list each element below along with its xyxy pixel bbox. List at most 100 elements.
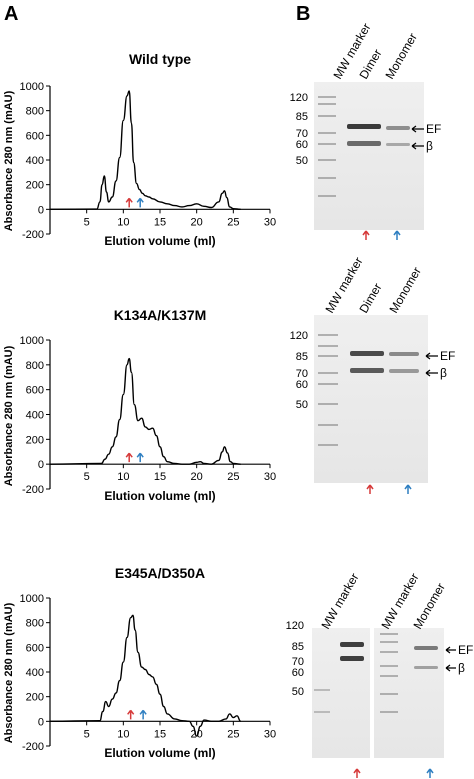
y-tick-label: 800 <box>26 618 44 630</box>
dimer-marker-arrow-icon <box>127 709 135 720</box>
lane-arrows <box>353 768 434 778</box>
y-tick-label: 0 <box>38 716 44 728</box>
x-tick-label: 30 <box>264 216 276 228</box>
chart-k134a-k137m: K134A/K137M Elution volume (ml) Absorban… <box>3 307 276 503</box>
x-tick-label: 10 <box>117 216 129 228</box>
y-tick-label: 600 <box>26 385 44 397</box>
y-tick-label: 0 <box>38 204 44 216</box>
ladder-labels: 120 85 70 60 50 <box>290 92 308 167</box>
ladder-120: 120 <box>286 620 304 632</box>
monomer-beta-band <box>389 369 419 373</box>
y-tick-label: 400 <box>26 155 44 167</box>
x-tick-label: 25 <box>227 216 239 228</box>
lane-label-dimer: Dimer <box>356 281 384 316</box>
x-tick-label: 10 <box>117 471 129 483</box>
monomer-marker-arrow-icon <box>136 197 144 208</box>
x-tick-label: 20 <box>191 728 203 740</box>
dimer-ef-band <box>347 124 381 129</box>
monomer-marker-arrow-icon <box>136 452 144 463</box>
lane-label-monomer: Monomer <box>386 265 423 316</box>
band-label-ef: EF <box>426 122 441 136</box>
y-tick-label: 800 <box>26 106 44 118</box>
ef-arrow-icon <box>425 352 438 360</box>
y-tick-label: -200 <box>22 229 44 241</box>
gel-lane-labels: MW marker MW marker Monomer <box>318 571 447 632</box>
monomer-marker-arrow-icon <box>139 709 147 720</box>
y-axis-label: Absorbance 280 nm (mAU) <box>3 345 15 486</box>
ladder-60: 60 <box>296 379 308 391</box>
gel-lane-labels: MW marker Dimer Monomer <box>322 255 423 316</box>
monomer-beta-band <box>414 666 438 669</box>
lane-label-mw-marker: MW marker <box>318 571 361 632</box>
series-line <box>49 357 241 465</box>
x-tick-label: 30 <box>264 471 276 483</box>
x-tick-label: 15 <box>154 216 166 228</box>
y-tick-label: 600 <box>26 130 44 142</box>
ladder-120: 120 <box>290 92 308 104</box>
lane-arrows <box>366 484 412 494</box>
gel-lane-labels: MW marker Dimer Monomer <box>330 21 419 82</box>
band-labels: EF β <box>411 122 441 153</box>
dimer-marker-arrow-icon <box>125 197 133 208</box>
ladder-120: 120 <box>290 330 308 342</box>
dimer-beta-band <box>350 368 384 373</box>
gel-image <box>314 82 424 230</box>
band-label-ef: EF <box>458 643 473 657</box>
marker-bands-right <box>380 633 398 713</box>
gel-panel-wild-type: MW marker Dimer Monomer 120 85 70 60 50 <box>290 21 441 240</box>
x-tick-label: 5 <box>84 471 90 483</box>
y-tick-label: 800 <box>26 360 44 372</box>
band-labels: EF β <box>425 349 455 380</box>
x-tick-label: 10 <box>117 728 129 740</box>
monomer-ef-band <box>414 646 438 650</box>
x-tick-label: 15 <box>154 471 166 483</box>
band-labels: EF β <box>445 643 473 675</box>
ladder-50: 50 <box>292 686 304 698</box>
ef-arrow-icon <box>411 125 424 133</box>
ladder-85: 85 <box>292 641 304 653</box>
ladder-60: 60 <box>296 139 308 151</box>
marker-bands-left <box>314 689 330 713</box>
x-tick-label: 25 <box>227 471 239 483</box>
lane-arrows <box>362 230 401 240</box>
ladder-85: 85 <box>296 111 308 123</box>
dimer-beta-band <box>340 656 364 661</box>
band-label-beta: β <box>458 661 465 675</box>
x-tick-label: 5 <box>84 728 90 740</box>
beta-arrow-icon <box>445 664 456 672</box>
lane-label-monomer: Monomer <box>410 581 447 632</box>
gel-panel-k134a-k137m: MW marker Dimer Monomer 120 85 70 60 50 <box>290 255 455 494</box>
ladder-50: 50 <box>296 155 308 167</box>
dimer-arrow-icon <box>366 484 374 494</box>
dimer-ef-band <box>340 642 364 647</box>
y-tick-label: 600 <box>26 642 44 654</box>
marker-bands <box>318 334 338 446</box>
x-tick-label: 30 <box>264 728 276 740</box>
y-tick-label: 400 <box>26 410 44 422</box>
ladder-70: 70 <box>296 128 308 140</box>
monomer-arrow-icon <box>426 768 434 778</box>
y-tick-label: 1000 <box>20 81 44 93</box>
chart-title: E345A/D350A <box>115 565 205 581</box>
y-axis-label: Absorbance 280 nm (mAU) <box>3 602 15 743</box>
y-axis-label: Absorbance 280 nm (mAU) <box>3 90 15 231</box>
marker-bands <box>318 96 336 197</box>
ladder-85: 85 <box>296 351 308 363</box>
band-label-beta: β <box>440 366 447 380</box>
ladder-labels: 120 85 70 60 50 <box>286 620 304 698</box>
y-tick-label: 200 <box>26 692 44 704</box>
monomer-arrow-icon <box>393 230 401 240</box>
beta-arrow-icon <box>411 142 424 150</box>
panel-label-b: B <box>296 3 310 25</box>
y-tick-label: 0 <box>38 459 44 471</box>
y-tick-label: 1000 <box>20 593 44 605</box>
chart-title: K134A/K137M <box>114 307 207 323</box>
lane-label-monomer: Monomer <box>382 31 419 82</box>
chart-wild-type: Wild type Elution volume (ml) Absorbance… <box>3 51 276 248</box>
y-tick-label: 200 <box>26 434 44 446</box>
y-tick-label: 400 <box>26 667 44 679</box>
dimer-ef-band <box>350 351 384 356</box>
gel-image <box>314 315 428 483</box>
ladder-60: 60 <box>292 667 304 679</box>
